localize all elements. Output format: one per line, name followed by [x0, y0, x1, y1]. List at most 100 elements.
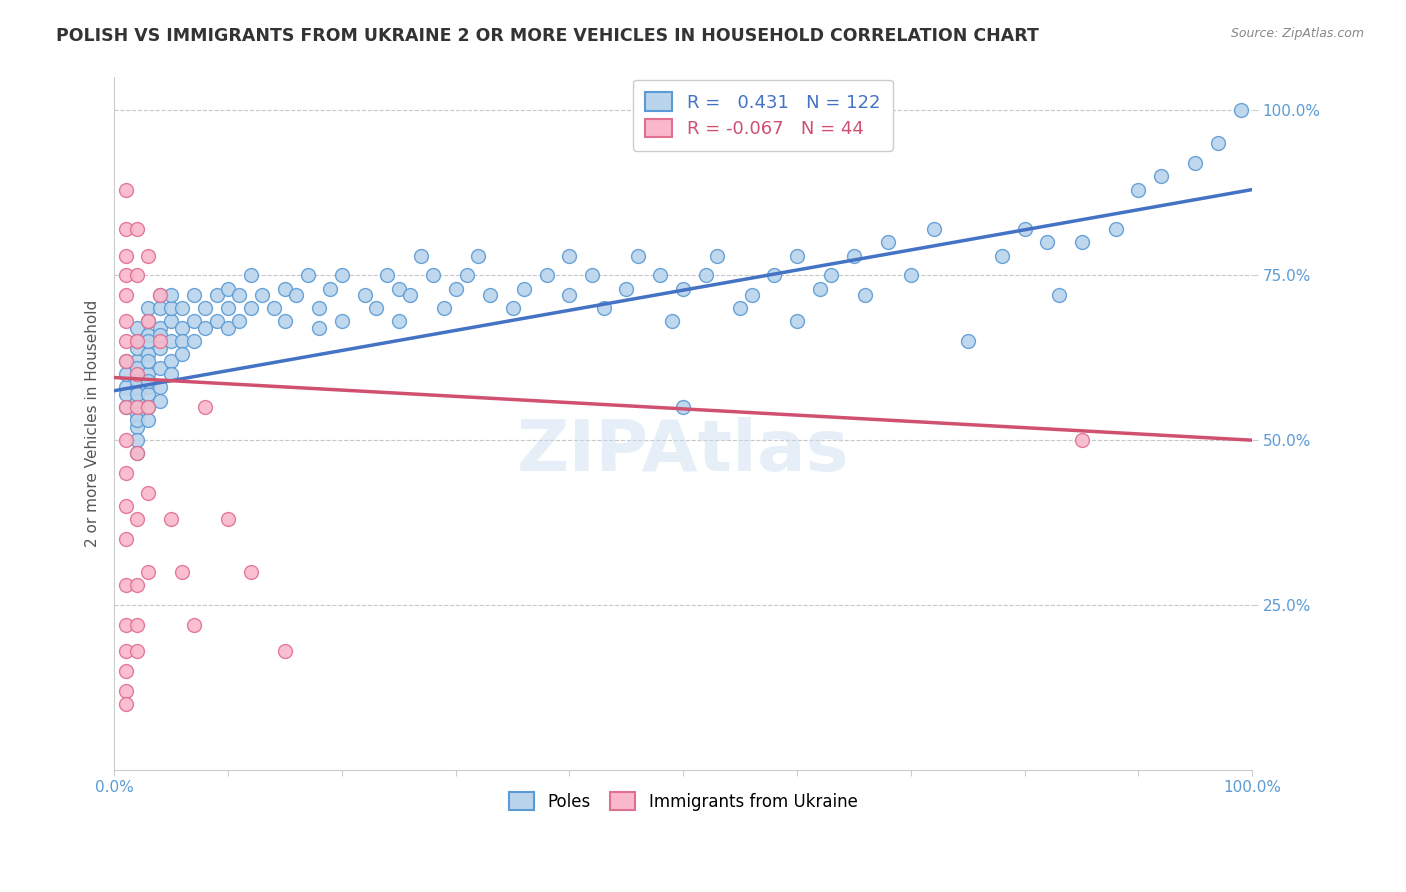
- Point: [274, 281, 297, 295]
- Point: [125, 368, 148, 382]
- Point: [125, 401, 148, 415]
- Point: [183, 288, 205, 302]
- Point: [125, 321, 148, 335]
- Point: [250, 288, 273, 302]
- Point: [786, 248, 808, 262]
- Point: [149, 380, 172, 394]
- Point: [411, 248, 433, 262]
- Point: [741, 288, 763, 302]
- Point: [114, 401, 136, 415]
- Point: [160, 512, 183, 526]
- Point: [194, 401, 217, 415]
- Point: [1070, 434, 1092, 448]
- Point: [136, 301, 159, 316]
- Point: [114, 334, 136, 349]
- Point: [956, 334, 979, 349]
- Point: [672, 401, 695, 415]
- Point: [217, 512, 239, 526]
- Point: [114, 578, 136, 592]
- Point: [183, 618, 205, 632]
- Point: [125, 380, 148, 394]
- Point: [114, 222, 136, 236]
- Point: [125, 268, 148, 283]
- Point: [114, 434, 136, 448]
- Point: [877, 235, 900, 250]
- Point: [136, 486, 159, 500]
- Point: [627, 248, 650, 262]
- Point: [125, 446, 148, 460]
- Point: [114, 618, 136, 632]
- Point: [467, 248, 489, 262]
- Point: [263, 301, 285, 316]
- Point: [330, 314, 353, 328]
- Point: [114, 314, 136, 328]
- Point: [114, 368, 136, 382]
- Point: [136, 347, 159, 361]
- Point: [125, 446, 148, 460]
- Point: [217, 281, 239, 295]
- Point: [136, 401, 159, 415]
- Point: [319, 281, 342, 295]
- Point: [125, 374, 148, 388]
- Point: [114, 248, 136, 262]
- Point: [194, 321, 217, 335]
- Point: [433, 301, 456, 316]
- Point: [239, 565, 262, 579]
- Point: [422, 268, 444, 283]
- Point: [183, 334, 205, 349]
- Point: [478, 288, 501, 302]
- Point: [592, 301, 614, 316]
- Point: [136, 565, 159, 579]
- Point: [149, 341, 172, 355]
- Point: [149, 321, 172, 335]
- Point: [308, 321, 330, 335]
- Point: [136, 314, 159, 328]
- Point: [125, 420, 148, 434]
- Point: [842, 248, 865, 262]
- Point: [136, 401, 159, 415]
- Point: [1070, 235, 1092, 250]
- Point: [330, 268, 353, 283]
- Point: [125, 644, 148, 658]
- Point: [194, 301, 217, 316]
- Point: [399, 288, 422, 302]
- Point: [160, 368, 183, 382]
- Point: [136, 380, 159, 394]
- Point: [172, 321, 194, 335]
- Point: [160, 301, 183, 316]
- Point: [125, 512, 148, 526]
- Point: [160, 354, 183, 368]
- Point: [205, 314, 228, 328]
- Point: [1036, 235, 1059, 250]
- Point: [853, 288, 876, 302]
- Point: [695, 268, 717, 283]
- Point: [136, 314, 159, 328]
- Point: [536, 268, 558, 283]
- Point: [136, 248, 159, 262]
- Point: [125, 618, 148, 632]
- Point: [125, 578, 148, 592]
- Point: [136, 387, 159, 401]
- Point: [228, 314, 250, 328]
- Point: [125, 434, 148, 448]
- Point: [786, 314, 808, 328]
- Point: [160, 334, 183, 349]
- Point: [239, 301, 262, 316]
- Point: [136, 413, 159, 427]
- Point: [125, 354, 148, 368]
- Point: [820, 268, 842, 283]
- Point: [160, 314, 183, 328]
- Point: [125, 334, 148, 349]
- Point: [274, 644, 297, 658]
- Point: [114, 697, 136, 711]
- Text: POLISH VS IMMIGRANTS FROM UKRAINE 2 OR MORE VEHICLES IN HOUSEHOLD CORRELATION CH: POLISH VS IMMIGRANTS FROM UKRAINE 2 OR M…: [56, 27, 1039, 45]
- Point: [114, 683, 136, 698]
- Point: [160, 288, 183, 302]
- Point: [136, 334, 159, 349]
- Text: Source: ZipAtlas.com: Source: ZipAtlas.com: [1230, 27, 1364, 40]
- Point: [456, 268, 478, 283]
- Legend: Poles, Immigrants from Ukraine: Poles, Immigrants from Ukraine: [495, 779, 870, 824]
- Point: [1184, 156, 1206, 170]
- Point: [274, 314, 297, 328]
- Point: [661, 314, 683, 328]
